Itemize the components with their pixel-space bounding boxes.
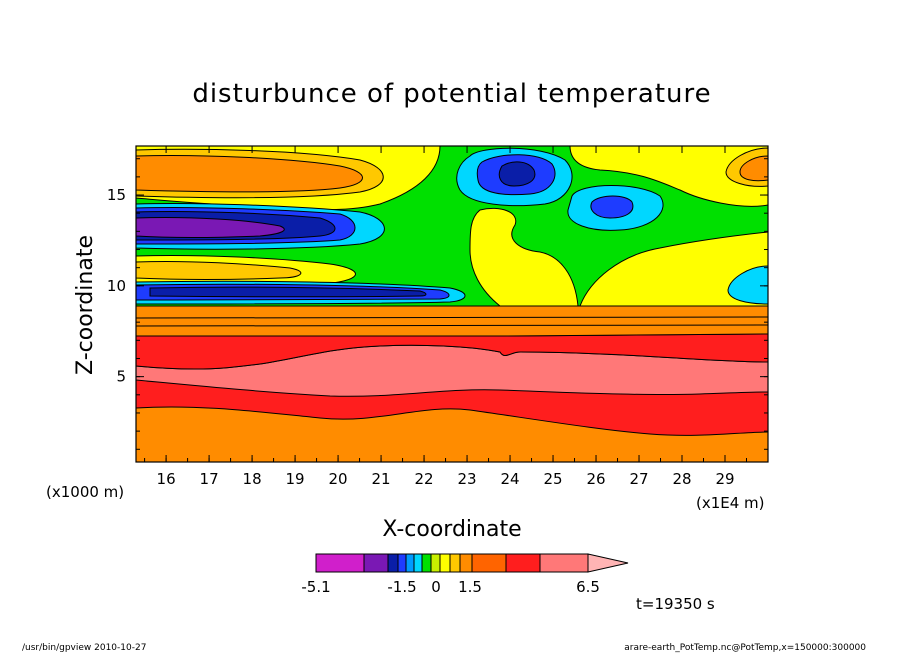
x-axis-label: X-coordinate bbox=[382, 517, 521, 542]
y-tick-label: 5 bbox=[116, 368, 126, 386]
contour-blob-blue-26 bbox=[590, 195, 634, 219]
contour-blob-orange-right-inner bbox=[739, 155, 768, 182]
y-tick-label: 10 bbox=[107, 277, 126, 295]
contour-line-2 bbox=[136, 324, 768, 327]
colorbar-arrow bbox=[587, 553, 629, 573]
y-unit-label: (x1000 m) bbox=[46, 483, 124, 501]
colorbar-segment bbox=[397, 553, 407, 573]
contour-band-stripe-darkblue bbox=[149, 286, 427, 298]
colorbar-segment bbox=[413, 553, 423, 573]
contour-blob-purple-core bbox=[136, 216, 285, 238]
x-ticks: 16 17 18 19 20 21 22 23 24 25 26 27 28 29 bbox=[144, 146, 748, 488]
x-tick-label: 17 bbox=[200, 470, 219, 488]
colorbar-label: -5.1 bbox=[301, 578, 330, 596]
x-tick-label: 27 bbox=[629, 470, 648, 488]
x-tick-label: 26 bbox=[586, 470, 605, 488]
colorbar-segment bbox=[471, 553, 507, 573]
colorbar-label: 6.5 bbox=[576, 578, 600, 596]
contour-blob-orange-top-inner bbox=[136, 155, 363, 193]
colorbar-label: -1.5 bbox=[387, 578, 416, 596]
x-tick-label: 25 bbox=[543, 470, 562, 488]
contour-band-yellow-mid bbox=[469, 207, 579, 307]
colorbar-segment bbox=[387, 553, 399, 573]
x-tick-label: 16 bbox=[157, 470, 176, 488]
chart-title: disturbunce of potential temperature bbox=[192, 79, 711, 109]
contour-line-1 bbox=[136, 316, 768, 319]
footer-left: /usr/bin/gpview 2010-10-27 bbox=[22, 643, 146, 653]
colorbar-labels: -5.1 -1.5 0 1.5 6.5 bbox=[301, 578, 600, 596]
x-unit-label: (x1E4 m) bbox=[696, 494, 765, 512]
y-axis-label: Z-coordinate bbox=[73, 235, 98, 375]
colorbar-label: 1.5 bbox=[458, 578, 482, 596]
colorbar-segment bbox=[439, 553, 451, 573]
colorbar-segment bbox=[430, 553, 441, 573]
x-tick-label: 18 bbox=[243, 470, 262, 488]
x-tick-label: 21 bbox=[372, 470, 391, 488]
x-tick-label: 23 bbox=[458, 470, 477, 488]
plot-area bbox=[136, 146, 768, 462]
colorbar bbox=[315, 553, 629, 573]
x-tick-label: 29 bbox=[715, 470, 734, 488]
colorbar-segment bbox=[449, 553, 461, 573]
contour-band-stripe-orange bbox=[136, 260, 302, 280]
x-tick-label: 19 bbox=[286, 470, 305, 488]
time-label: t=19350 s bbox=[636, 595, 715, 613]
footer-right: arare-earth_PotTemp.nc@PotTemp,x=150000:… bbox=[624, 643, 866, 653]
contour-blob-cyan-right bbox=[727, 265, 768, 305]
x-tick-label: 24 bbox=[500, 470, 519, 488]
colorbar-segment bbox=[505, 553, 541, 573]
contour-band-yellow-top-right bbox=[569, 146, 768, 207]
colorbar-segment bbox=[539, 553, 589, 573]
colorbar-label: 0 bbox=[431, 578, 441, 596]
x-tick-label: 22 bbox=[415, 470, 434, 488]
colorbar-segment bbox=[315, 553, 365, 573]
contour-band-orange-upper bbox=[136, 305, 768, 337]
x-tick-label: 28 bbox=[672, 470, 691, 488]
y-tick-label: 15 bbox=[107, 186, 126, 204]
colorbar-segment bbox=[405, 553, 415, 573]
colorbar-segment bbox=[459, 553, 473, 573]
contour-blob-darkblue-24 bbox=[498, 161, 536, 187]
contour-band-yellow-right bbox=[579, 231, 768, 307]
y-ticks: 5 10 15 bbox=[107, 158, 768, 450]
x-tick-label: 20 bbox=[329, 470, 348, 488]
colorbar-segment bbox=[363, 553, 389, 573]
colorbar-segment bbox=[421, 553, 432, 573]
